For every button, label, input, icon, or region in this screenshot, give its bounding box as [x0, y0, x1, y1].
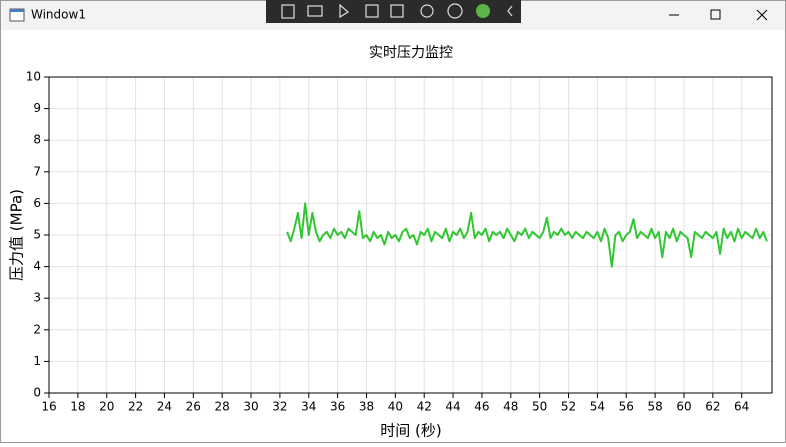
x-tick-label: 64 — [734, 400, 749, 414]
app-icon — [9, 8, 25, 22]
x-tick-label: 46 — [474, 400, 489, 414]
x-tick-label: 40 — [388, 400, 403, 414]
y-tick-label: 6 — [33, 196, 41, 210]
y-axis-label: 压力值 (MPa) — [8, 189, 26, 281]
window-title: Window1 — [31, 8, 86, 22]
chart-title: 实时压力监控 — [369, 45, 453, 61]
x-tick-label: 52 — [561, 400, 576, 414]
x-tick-label: 54 — [590, 400, 605, 414]
x-tick-label: 58 — [647, 400, 662, 414]
x-tick-label: 24 — [157, 400, 172, 414]
x-tick-label: 26 — [186, 400, 201, 414]
x-tick-label: 42 — [417, 400, 432, 414]
x-tick-label: 34 — [301, 400, 316, 414]
y-tick-label: 9 — [33, 101, 41, 115]
y-tick-label: 3 — [33, 291, 41, 305]
x-tick-label: 38 — [359, 400, 374, 414]
x-tick-label: 50 — [532, 400, 547, 414]
x-tick-label: 62 — [705, 400, 720, 414]
x-tick-label: 36 — [330, 400, 345, 414]
maximize-button[interactable] — [710, 9, 721, 20]
x-tick-label: 28 — [215, 400, 230, 414]
y-tick-label: 4 — [33, 259, 41, 273]
y-tick-label: 8 — [33, 133, 41, 147]
x-tick-label: 48 — [503, 400, 518, 414]
close-button[interactable] — [756, 9, 768, 21]
x-tick-label: 44 — [445, 400, 460, 414]
y-tick-label: 0 — [33, 386, 41, 400]
x-axis-label: 时间 (秒) — [380, 422, 441, 440]
x-tick-label: 60 — [676, 400, 691, 414]
debug-toolbar[interactable] — [266, 0, 521, 23]
y-tick-label: 1 — [33, 354, 41, 368]
x-tick-label: 32 — [272, 400, 287, 414]
x-tick-label: 20 — [99, 400, 114, 414]
x-tick-label: 56 — [619, 400, 634, 414]
y-tick-label: 10 — [26, 70, 41, 84]
y-tick-label: 7 — [33, 164, 41, 178]
x-tick-label: 18 — [70, 400, 85, 414]
y-tick-label: 2 — [33, 322, 41, 336]
x-tick-label: 16 — [41, 400, 56, 414]
y-tick-label: 5 — [33, 228, 41, 242]
plot-border — [48, 76, 773, 394]
data-line — [286, 202, 768, 268]
x-tick-label: 22 — [128, 400, 143, 414]
x-tick-label: 30 — [243, 400, 258, 414]
